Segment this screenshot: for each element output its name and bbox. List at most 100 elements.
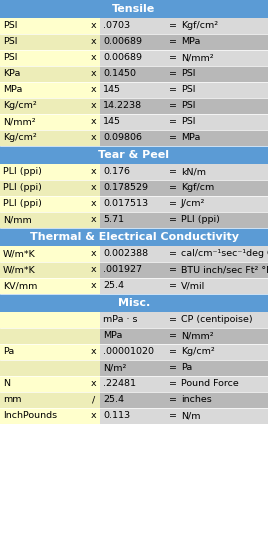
Bar — [0, 328, 100, 344]
Text: 145: 145 — [103, 86, 121, 94]
Text: Pa: Pa — [3, 347, 14, 356]
Text: PSI: PSI — [181, 70, 195, 78]
Bar — [100, 98, 268, 114]
Text: Misc.: Misc. — [118, 298, 150, 308]
Bar — [100, 180, 268, 196]
Bar — [100, 164, 268, 180]
Text: =: = — [169, 281, 177, 291]
Text: =: = — [169, 249, 177, 258]
Text: mm: mm — [3, 396, 21, 405]
Bar — [0, 312, 100, 328]
Text: x: x — [91, 117, 97, 126]
Bar — [100, 114, 268, 130]
Text: W/m*K: W/m*K — [3, 249, 36, 258]
Text: =: = — [169, 38, 177, 47]
Bar — [0, 98, 100, 114]
Bar — [100, 408, 268, 424]
Text: x: x — [91, 101, 97, 110]
Text: mPa · s: mPa · s — [103, 316, 137, 324]
Text: 0.09806: 0.09806 — [103, 133, 142, 143]
Text: PSI: PSI — [3, 21, 17, 31]
Bar — [100, 278, 268, 294]
Bar — [0, 392, 100, 408]
Text: .001927: .001927 — [103, 265, 142, 274]
Text: .00001020: .00001020 — [103, 347, 154, 356]
Text: =: = — [169, 70, 177, 78]
Bar — [0, 66, 100, 82]
Text: =: = — [169, 265, 177, 274]
Text: KV/mm: KV/mm — [3, 281, 37, 291]
Text: =: = — [169, 101, 177, 110]
Text: N/mm: N/mm — [3, 215, 32, 225]
Text: 0.113: 0.113 — [103, 412, 130, 421]
Bar — [0, 82, 100, 98]
Text: x: x — [91, 347, 97, 356]
Text: kN/m: kN/m — [181, 167, 206, 176]
Bar — [0, 424, 268, 536]
Bar — [100, 34, 268, 50]
Bar — [0, 278, 100, 294]
Bar — [100, 392, 268, 408]
Text: Kg/cm²: Kg/cm² — [181, 347, 215, 356]
Bar — [0, 344, 100, 360]
Text: /: / — [92, 396, 96, 405]
Text: 0.00689: 0.00689 — [103, 54, 142, 63]
Bar — [0, 376, 100, 392]
Text: PLI (ppi): PLI (ppi) — [3, 183, 42, 192]
Text: MPa: MPa — [181, 133, 200, 143]
Text: Kg/cm²: Kg/cm² — [3, 133, 37, 143]
Text: x: x — [91, 249, 97, 258]
Bar — [100, 212, 268, 228]
Bar — [100, 360, 268, 376]
Text: N/mm²: N/mm² — [3, 117, 36, 126]
Text: =: = — [169, 133, 177, 143]
Bar — [0, 360, 100, 376]
Text: 0.1450: 0.1450 — [103, 70, 136, 78]
Bar — [100, 18, 268, 34]
Text: =: = — [169, 215, 177, 225]
Bar — [0, 114, 100, 130]
Text: x: x — [91, 379, 97, 389]
Text: PLI (ppi): PLI (ppi) — [3, 199, 42, 209]
Bar — [100, 246, 268, 262]
Text: Kgf/cm: Kgf/cm — [181, 183, 214, 192]
Bar — [0, 130, 100, 146]
Bar — [100, 66, 268, 82]
Bar — [0, 164, 100, 180]
Text: 0.017513: 0.017513 — [103, 199, 148, 209]
Text: PSI: PSI — [181, 101, 195, 110]
Text: W/m*K: W/m*K — [3, 265, 36, 274]
Text: N: N — [3, 379, 10, 389]
Text: PSI: PSI — [181, 117, 195, 126]
Text: inches: inches — [181, 396, 212, 405]
Bar — [0, 246, 100, 262]
Text: BTU inch/sec Ft² °F: BTU inch/sec Ft² °F — [181, 265, 268, 274]
Text: x: x — [91, 70, 97, 78]
Text: =: = — [169, 21, 177, 31]
Text: PSI: PSI — [3, 54, 17, 63]
Bar — [0, 146, 268, 164]
Bar — [0, 50, 100, 66]
Text: Kgf/cm²: Kgf/cm² — [181, 21, 218, 31]
Bar — [0, 228, 268, 246]
Text: 145: 145 — [103, 117, 121, 126]
Text: x: x — [91, 54, 97, 63]
Bar — [0, 212, 100, 228]
Text: 25.4: 25.4 — [103, 396, 124, 405]
Bar — [0, 34, 100, 50]
Bar — [0, 294, 268, 312]
Text: PLI (ppi): PLI (ppi) — [181, 215, 220, 225]
Bar — [100, 82, 268, 98]
Bar — [0, 18, 100, 34]
Text: =: = — [169, 316, 177, 324]
Text: =: = — [169, 183, 177, 192]
Text: Kg/cm²: Kg/cm² — [3, 101, 37, 110]
Text: .0703: .0703 — [103, 21, 130, 31]
Text: 0.176: 0.176 — [103, 167, 130, 176]
Text: =: = — [169, 199, 177, 209]
Bar — [100, 50, 268, 66]
Text: x: x — [91, 215, 97, 225]
Bar — [0, 180, 100, 196]
Text: x: x — [91, 38, 97, 47]
Text: x: x — [91, 412, 97, 421]
